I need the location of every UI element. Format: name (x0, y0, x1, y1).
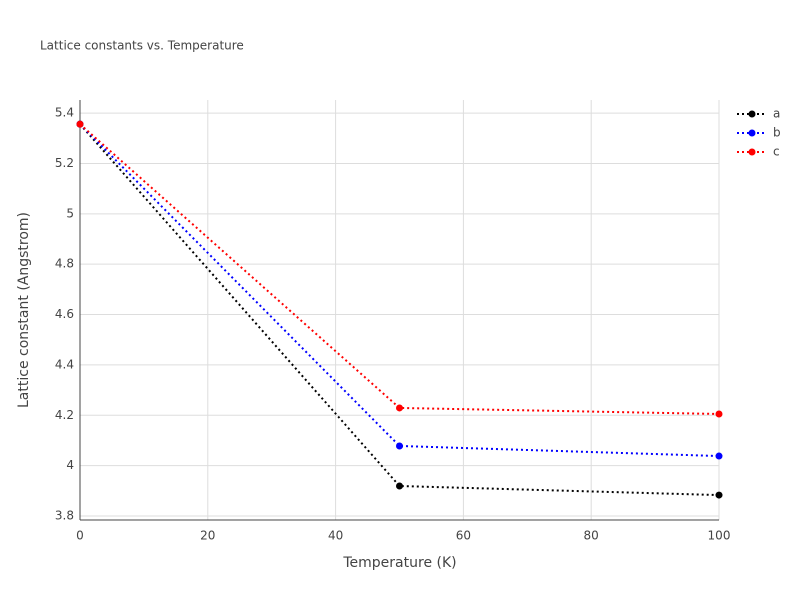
y-tick-label: 4.4 (55, 357, 74, 371)
legend-label: a (773, 107, 780, 121)
legend-label: b (773, 126, 781, 140)
x-tick-label: 0 (76, 529, 84, 543)
y-tick-label: 3.8 (55, 508, 74, 522)
legend-label: c (773, 145, 780, 159)
series-line (79, 123, 720, 458)
y-axis-label: Lattice constant (Angstrom) (16, 212, 32, 408)
data-point (715, 452, 723, 460)
data-point (396, 404, 403, 412)
legend-marker (748, 110, 756, 118)
x-tick-label: 80 (584, 529, 599, 543)
data-point (396, 482, 403, 490)
series-line (79, 123, 720, 497)
x-tick-label: 60 (456, 529, 471, 543)
y-tick-label: 4 (66, 458, 74, 472)
x-tick-label: 40 (328, 529, 343, 543)
data-point (715, 491, 723, 499)
data-point (396, 442, 403, 450)
data-point (76, 120, 84, 128)
y-tick-label: 4.6 (55, 307, 74, 321)
x-tick-label: 20 (200, 529, 215, 543)
y-tick-label: 4.2 (55, 408, 74, 422)
legend-marker (748, 129, 756, 137)
chart-title: Lattice constants vs. Temperature (40, 39, 244, 53)
series-line (79, 123, 720, 415)
y-tick-label: 5 (66, 206, 74, 220)
y-tick-label: 5.4 (55, 106, 74, 120)
y-tick-label: 4.8 (55, 257, 74, 271)
x-axis-label: Temperature (K) (342, 555, 456, 571)
data-point (715, 410, 723, 418)
legend-marker (748, 148, 756, 156)
x-tick-label: 100 (708, 529, 731, 543)
y-tick-label: 5.2 (55, 156, 74, 170)
